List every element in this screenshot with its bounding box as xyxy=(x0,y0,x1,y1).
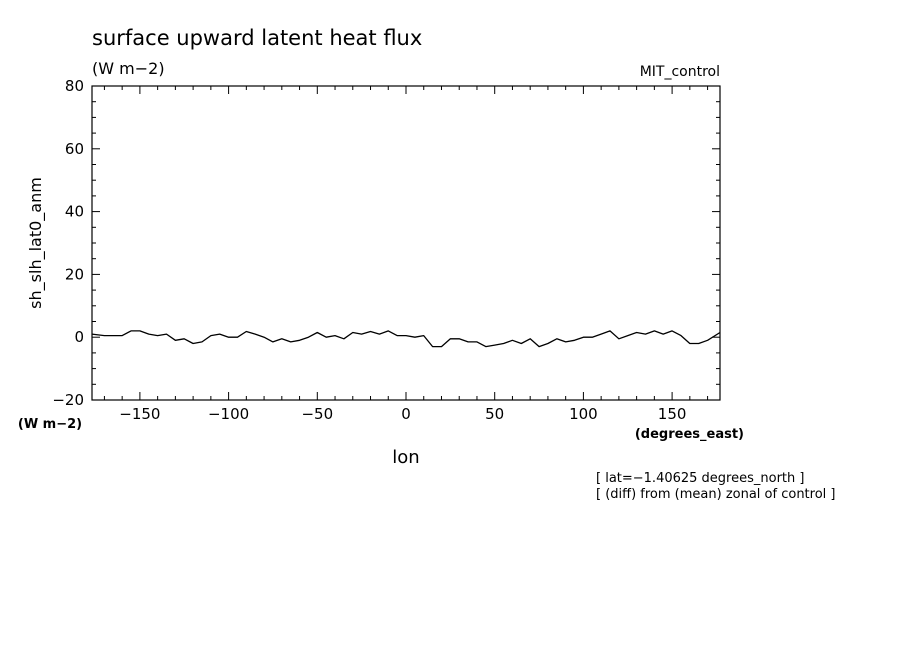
note-diff: [ (diff) from (mean) zonal of control ] xyxy=(596,487,835,502)
tick-marks xyxy=(92,85,720,401)
chart-title: surface upward latent heat flux xyxy=(92,26,422,50)
title-units: (W m−2) xyxy=(92,59,165,78)
x-tick-label: 50 xyxy=(485,405,504,423)
y-tick-label: −20 xyxy=(52,391,84,409)
run-label: MIT_control xyxy=(640,64,720,80)
x-tick-label: −150 xyxy=(119,405,160,423)
x-tick-labels: −150 −100 −50 0 50 100 150 xyxy=(119,405,686,423)
y-tick-label: 80 xyxy=(65,77,84,95)
y-axis-label: sh_slh_lat0_anm xyxy=(26,177,46,309)
x-tick-label: 0 xyxy=(401,405,411,423)
note-latitude: [ lat=−1.40625 degrees_north ] xyxy=(596,471,804,486)
x-tick-label: 100 xyxy=(569,405,598,423)
y-tick-label: 0 xyxy=(74,328,84,346)
x-axis-units: (degrees_east) xyxy=(635,427,744,442)
x-tick-label: −100 xyxy=(208,405,249,423)
plot-frame xyxy=(91,85,721,401)
y-tick-labels: −20 0 20 40 60 80 xyxy=(52,77,84,409)
y-tick-label: 20 xyxy=(65,265,84,283)
y-axis-units: (W m−2) xyxy=(18,417,82,432)
y-tick-label: 40 xyxy=(65,203,84,221)
y-tick-label: 60 xyxy=(65,140,84,158)
series-line xyxy=(91,330,721,348)
x-tick-label: 150 xyxy=(658,405,687,423)
x-tick-label: −50 xyxy=(301,405,333,423)
x-axis-label: lon xyxy=(392,447,419,468)
